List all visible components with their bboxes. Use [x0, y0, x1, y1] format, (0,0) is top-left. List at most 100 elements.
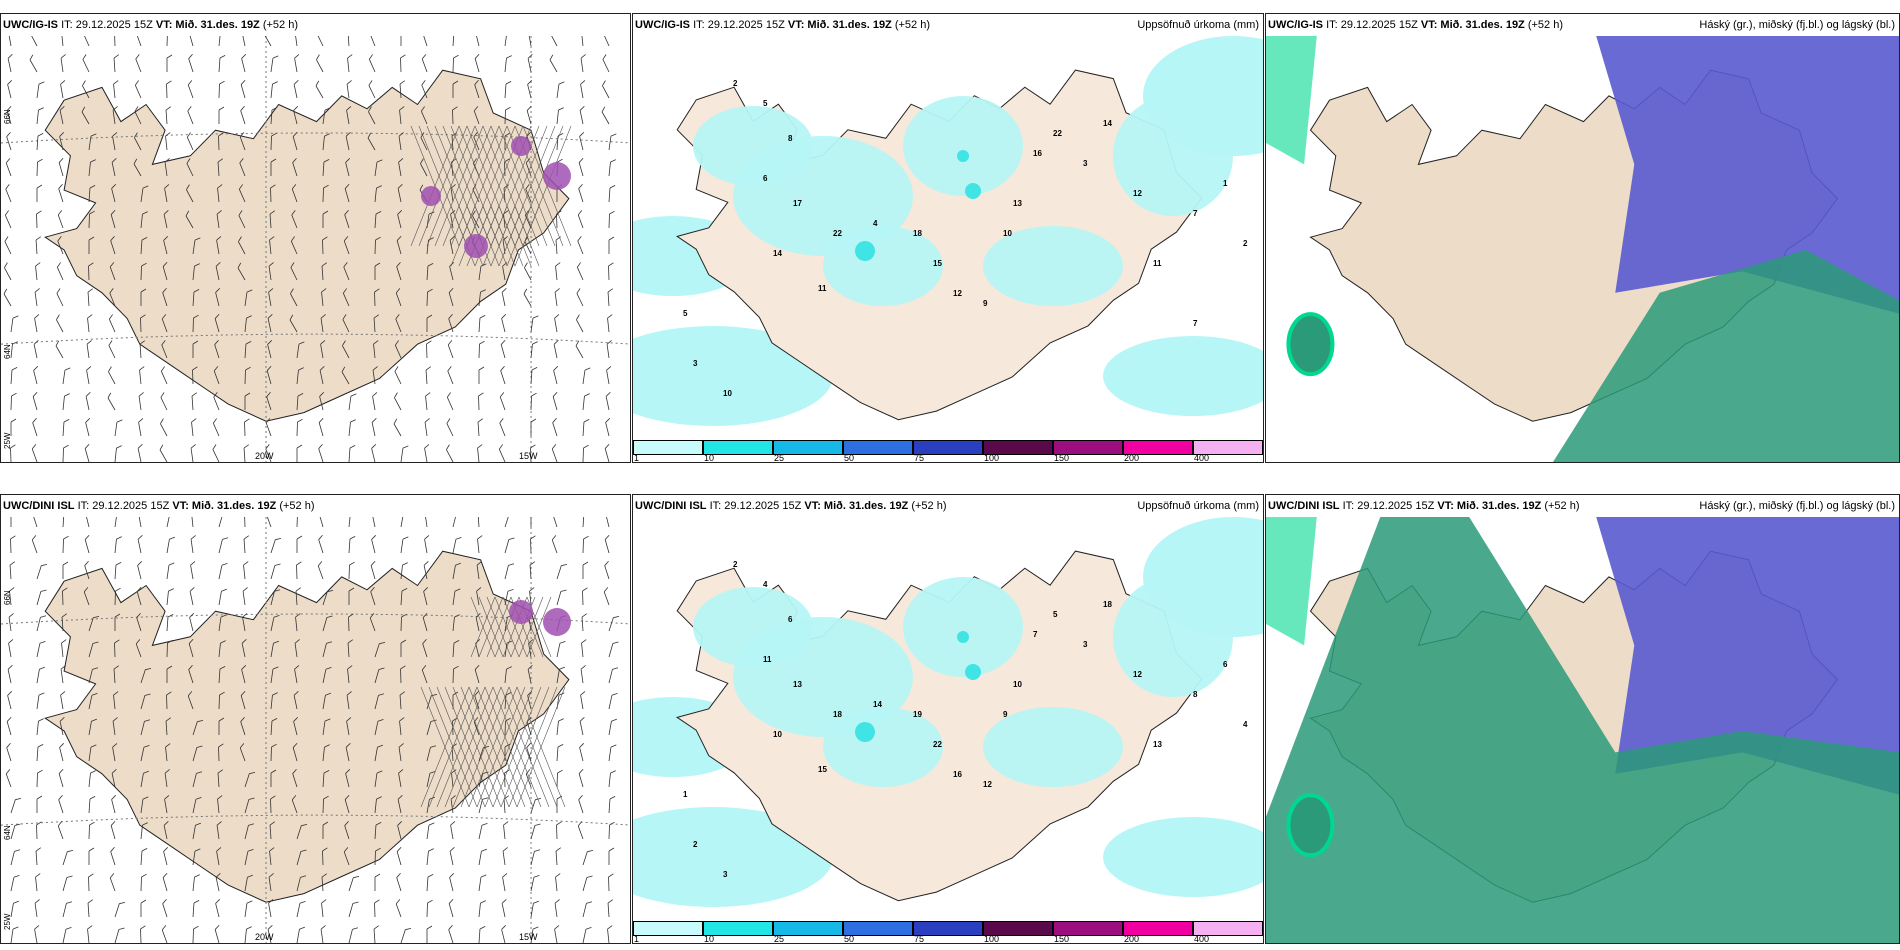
wind-barb [400, 613, 407, 632]
wind-barb [216, 821, 222, 840]
wind-barb [36, 107, 44, 125]
wind-barb [10, 418, 17, 436]
wind-barb [59, 743, 65, 762]
colorbar-swatch [1193, 440, 1263, 455]
wind-barb [36, 666, 46, 684]
precip-area-land [903, 577, 1023, 677]
lead-time: (+52 h) [1544, 500, 1580, 512]
wind-barb [608, 770, 616, 788]
wind-barb [269, 210, 276, 229]
iceland-landmass [676, 69, 1203, 421]
wind-barb [269, 236, 275, 255]
wind-barb [368, 80, 376, 99]
wind-barb [6, 106, 12, 125]
wind-barb [134, 106, 142, 125]
wind-barb [608, 641, 619, 658]
precip-value-label: 2 [693, 840, 698, 849]
wind-barb [7, 80, 13, 99]
wind-barb [162, 262, 168, 281]
precip-value-label: 19 [913, 710, 922, 719]
wind-barb [477, 418, 484, 437]
wind-barb [321, 899, 327, 918]
wind-barb [295, 613, 301, 632]
wind-barb [582, 561, 589, 579]
wind-barb [36, 821, 42, 840]
wind-barb [452, 640, 460, 658]
lat-label-66: 66N [3, 109, 12, 124]
wind-barb [239, 132, 246, 151]
wind-barb [62, 587, 68, 606]
wind-barb [296, 535, 303, 553]
wind-barb [187, 80, 194, 99]
wind-map [1, 517, 630, 943]
wind-barb [289, 314, 298, 333]
wind-barb [398, 132, 404, 151]
wind-barb [345, 132, 351, 151]
model-name: UWC/DINI ISL [3, 500, 75, 512]
wind-barb [374, 211, 382, 229]
wind-barb [478, 848, 488, 866]
wind-barb [268, 873, 274, 892]
wind-barb [606, 366, 612, 385]
precip-value-label: 22 [933, 740, 942, 749]
wind-barb [551, 535, 558, 554]
wind-barb [10, 875, 20, 892]
wind-barb [110, 821, 116, 840]
precip-value-label: 6 [763, 174, 768, 183]
wind-barb [218, 106, 225, 124]
wind-barb [582, 419, 590, 437]
precip-core [957, 631, 969, 643]
wind-barb [55, 340, 64, 359]
wind-barb [452, 537, 462, 554]
wind-barb [270, 132, 277, 151]
wind-barb [244, 366, 251, 385]
wind-barb [191, 418, 197, 437]
wind-barb [608, 262, 614, 281]
wind-barb [9, 587, 15, 606]
wind-barb [296, 823, 308, 840]
wind-barb [218, 55, 226, 73]
wind-barb [530, 444, 536, 462]
panel-header: UWC/IG-IS IT: 29.12.2025 15Z VT: Mið. 31… [1, 14, 630, 36]
wind-barb [446, 392, 454, 411]
wind-barb [450, 210, 456, 229]
wind-barb [192, 237, 201, 255]
wind-barb [397, 821, 403, 840]
lon-label-20w: 20W [255, 932, 274, 942]
wind-barb [576, 288, 584, 307]
model-name: UWC/IG-IS [3, 19, 58, 31]
precip-value-label: 3 [1083, 640, 1088, 649]
wind-barb [504, 36, 508, 47]
wind-barb [449, 236, 455, 255]
wind-barb [163, 847, 169, 866]
wind-barb [294, 665, 300, 684]
precip-blob [421, 186, 441, 206]
wind-barb [369, 613, 376, 632]
lat-label-25w: 25W [3, 913, 12, 930]
init-time: IT: 29.12.2025 15Z [61, 19, 153, 31]
wind-barb [242, 613, 248, 632]
wind-barb [140, 848, 148, 866]
wind-barb [62, 901, 73, 918]
wind-barb [348, 613, 354, 632]
wind-barb [582, 444, 589, 462]
wind-barb [556, 589, 567, 606]
wind-barb [241, 639, 247, 658]
wind-barb [58, 769, 64, 788]
precip-value-label: 8 [788, 134, 793, 143]
wind-barb [368, 54, 376, 73]
wind-barb [136, 613, 142, 632]
wind-barb [162, 899, 168, 918]
lead-time: (+52 h) [1527, 19, 1564, 31]
wind-barb [478, 340, 485, 359]
wind-barb [400, 54, 406, 73]
colorbar-swatch [983, 921, 1053, 936]
wind-barb [88, 210, 95, 229]
iceland-landmass [44, 550, 570, 903]
lat-label-64: 64N [3, 344, 12, 359]
wind-barb [62, 849, 74, 866]
colorbar-swatch [1193, 921, 1263, 936]
wind-barb [581, 639, 587, 658]
wind-barb [556, 210, 562, 229]
wind-barb [270, 795, 276, 814]
